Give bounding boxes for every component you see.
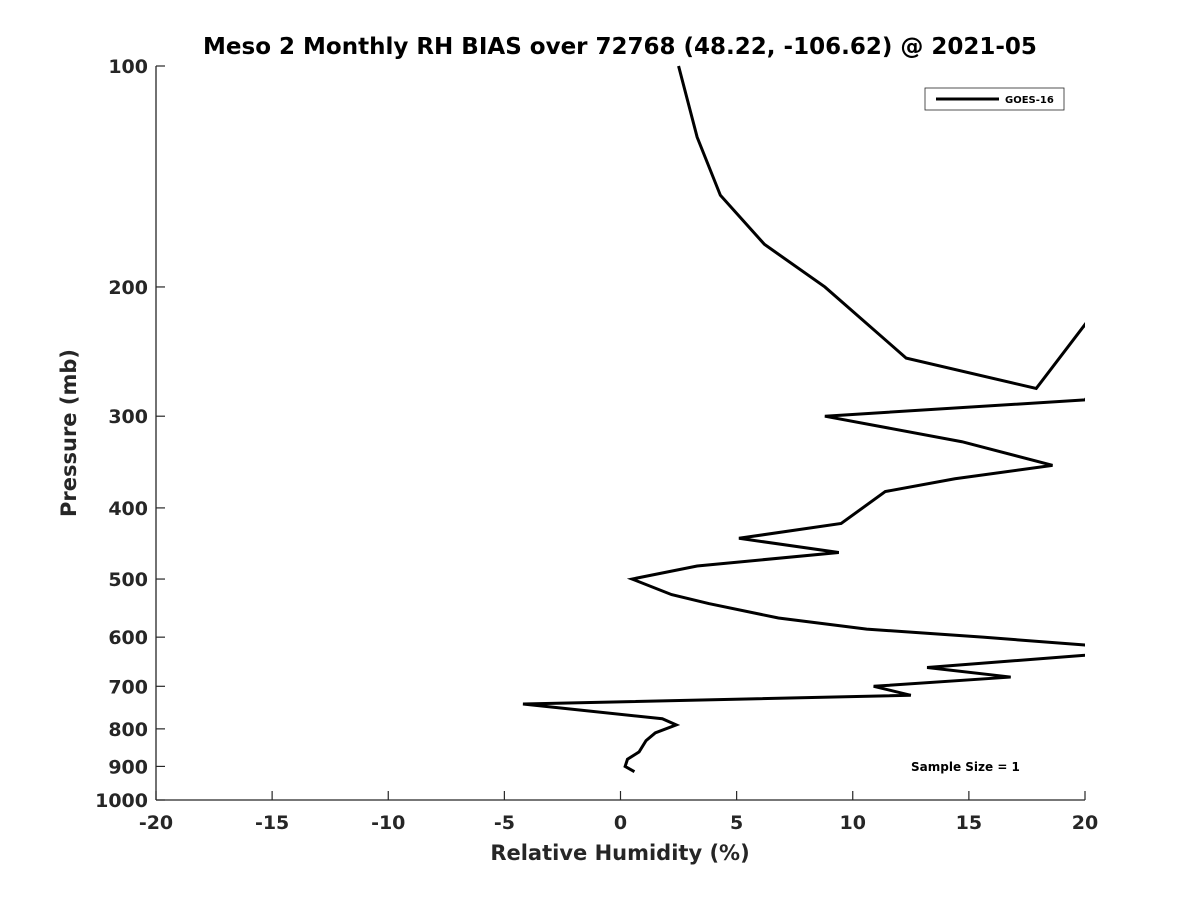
y-tick-label: 700 [108,676,148,698]
plot-layer [522,65,1085,773]
x-tick-label: 5 [730,812,743,834]
y-tick-label: 600 [108,627,148,649]
y-tick-label: 200 [108,277,148,299]
y-tick-label: 100 [108,56,148,78]
x-tick-label: 15 [956,812,982,834]
plot-area [156,66,1085,800]
y-tick-label: 500 [108,569,148,591]
x-axis-label: Relative Humidity (%) [490,841,749,865]
x-axis-ticks: -20 -15 -10 -5 0 5 10 15 20 [139,791,1098,834]
y-axis-label: Pressure (mb) [57,349,81,517]
y-tick-label: 900 [108,756,148,778]
y-tick-label: 1000 [95,790,148,812]
legend-label: GOES-16 [1005,95,1054,106]
x-tick-label: 10 [840,812,866,834]
series-line-goes-16 [522,65,1085,773]
y-tick-label: 400 [108,498,148,520]
y-tick-label: 800 [108,719,148,741]
chart-title: Meso 2 Monthly RH BIAS over 72768 (48.22… [203,34,1037,60]
x-tick-label: -5 [494,812,515,834]
legend: GOES-16 [924,87,1065,111]
sample-size-annotation: Sample Size = 1 [911,760,1020,774]
x-tick-label: 20 [1072,812,1098,834]
y-axis-ticks: 100 200 300 400 500 600 700 800 900 1000 [95,56,165,812]
x-tick-label: -20 [139,812,173,834]
y-tick-label: 300 [108,406,148,428]
x-tick-label: 0 [614,812,627,834]
x-tick-label: -15 [255,812,289,834]
x-tick-label: -10 [371,812,405,834]
